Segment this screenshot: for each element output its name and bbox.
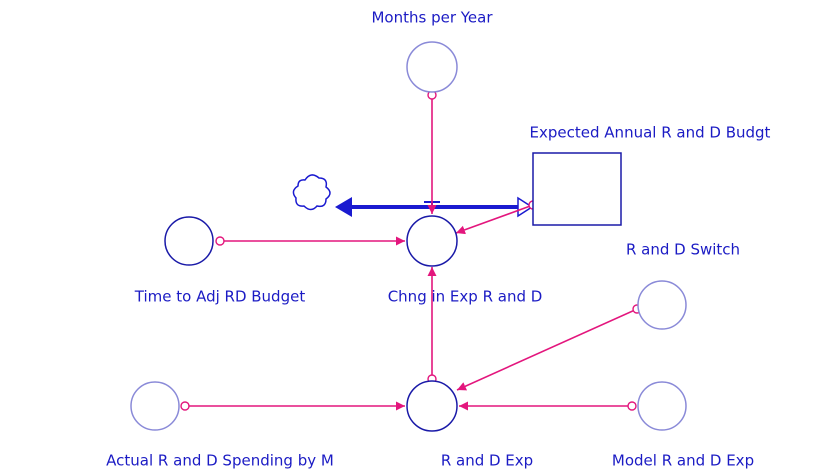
node: [406, 215, 458, 267]
node: [637, 381, 687, 431]
stock: [532, 152, 622, 226]
node-label: Chng in Exp R and D: [388, 288, 543, 306]
node: [406, 41, 458, 93]
node-label: Months per Year: [371, 9, 493, 27]
node-label: R and D Exp: [441, 452, 533, 470]
node-label: Model R and D Exp: [612, 452, 754, 470]
flow: [335, 196, 534, 218]
node: [164, 216, 214, 266]
node: [130, 381, 180, 431]
node-label: Expected Annual R and D Budgt: [530, 124, 771, 142]
node: [637, 280, 687, 330]
node-label: Time to Adj RD Budget: [134, 288, 306, 306]
node-label: R and D Switch: [626, 241, 740, 259]
node-label: Actual R and D Spending by M: [106, 452, 334, 470]
node: [406, 380, 458, 432]
cloud: [292, 174, 331, 211]
